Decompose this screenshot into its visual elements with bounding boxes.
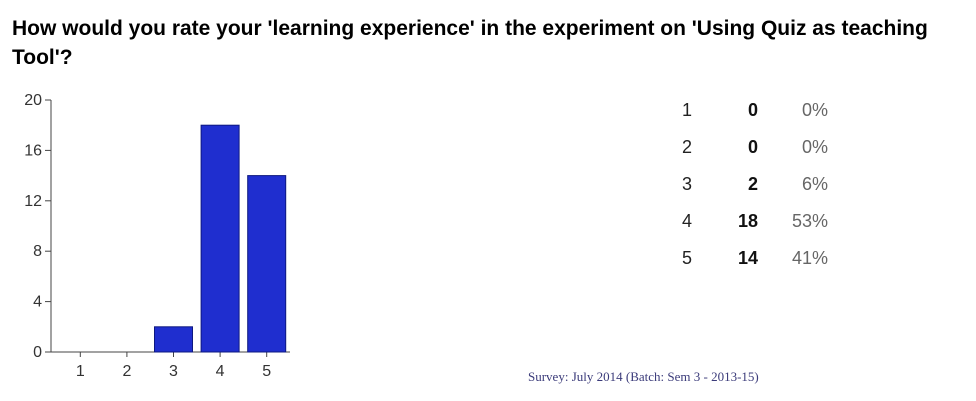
table-row: 4 18 53% <box>672 203 828 240</box>
response-percent: 41% <box>791 248 828 268</box>
response-percent: 6% <box>801 174 828 194</box>
y-tick-label: 4 <box>33 294 42 311</box>
table-row: 2 0 0% <box>672 129 828 166</box>
response-count: 18 <box>737 211 758 231</box>
response-count: 0 <box>747 137 758 157</box>
response-count: 14 <box>737 248 758 268</box>
y-tick-label: 16 <box>24 142 42 159</box>
x-tick-label: 5 <box>262 363 271 380</box>
y-tick-label: 0 <box>33 344 42 361</box>
bar-5 <box>247 175 287 353</box>
table-row: 3 2 6% <box>672 166 828 203</box>
x-tick-label: 1 <box>76 363 85 380</box>
option-label: 4 <box>682 211 693 231</box>
y-axis <box>45 99 52 353</box>
x-tick-label: 4 <box>216 363 225 380</box>
y-tick-label: 8 <box>33 243 42 260</box>
y-tick-labels: 0 4 8 12 16 20 <box>24 92 42 361</box>
option-label: 5 <box>682 248 693 268</box>
bars <box>154 124 287 353</box>
y-tick-label: 20 <box>24 92 42 109</box>
response-percent: 0% <box>801 137 828 157</box>
response-count: 2 <box>747 174 758 194</box>
response-percent: 53% <box>791 211 828 231</box>
bar-3 <box>154 326 193 353</box>
x-tick-label: 3 <box>169 363 178 380</box>
x-tick-labels: 1 2 3 4 5 <box>76 363 271 380</box>
question-title: How would you rate your 'learning experi… <box>12 17 928 69</box>
option-label: 1 <box>682 100 693 120</box>
survey-note: Survey: July 2014 (Batch: Sem 3 - 2013-1… <box>528 369 759 384</box>
response-percent: 0% <box>801 100 828 120</box>
option-label: 2 <box>682 137 693 157</box>
x-tick-label: 2 <box>122 363 131 380</box>
table-row: 1 0 0% <box>672 92 828 129</box>
option-label: 3 <box>682 174 693 194</box>
y-tick-label: 12 <box>24 193 42 210</box>
bar-4 <box>200 124 240 353</box>
x-axis <box>51 351 290 357</box>
response-count: 0 <box>747 100 758 120</box>
table-row: 5 14 41% <box>672 240 828 277</box>
rating-summary-table: 1 0 0% 2 0 0% 3 2 6% 4 18 53% 5 14 41% <box>672 92 828 277</box>
